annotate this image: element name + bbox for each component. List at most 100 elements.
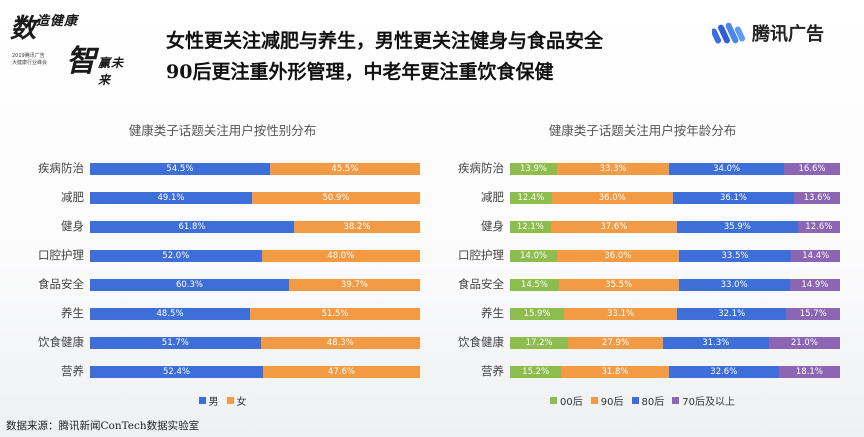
chart-title: 健康类子话题关注用户按性别分布 xyxy=(128,123,317,138)
category-label: 食品安全 xyxy=(38,277,84,291)
bar-segment: 17.2% xyxy=(510,337,569,349)
stacked-bar: 48.5% 51.5% xyxy=(90,308,420,320)
bar-segment: 33.5% xyxy=(678,250,792,262)
stacked-bar: 15.9% 33.1% 32.1% 15.7% xyxy=(510,308,840,320)
bar-segment: 45.5% xyxy=(269,163,420,175)
stacked-bar: 14.5% 35.5% 33.0% 14.9% xyxy=(510,279,840,291)
bar-row: 疾病防治 54.5% 45.5% xyxy=(38,154,420,183)
stacked-bar: 15.2% 31.8% 32.6% 18.1% xyxy=(510,366,840,378)
legend-label: 90后 xyxy=(600,397,624,408)
event-logo: 数 造健康 2019腾讯广告 大健康行业峰会 智 赢未来 xyxy=(8,6,136,87)
bar-row: 口腔护理 14.0% 36.0% 33.5% 14.4% xyxy=(458,241,840,270)
bar-row: 口腔护理 52.0% 48.0% xyxy=(38,241,420,270)
legend-item: 70后及以上 xyxy=(672,393,735,408)
bar-row: 食品安全 14.5% 35.5% 33.0% 14.9% xyxy=(458,270,840,299)
bar-row: 饮食健康 17.2% 27.9% 31.3% 21.0% xyxy=(458,328,840,357)
bar-segment: 27.9% xyxy=(568,337,663,349)
legend-swatch xyxy=(198,397,206,404)
bar-segment: 38.2% xyxy=(293,221,420,233)
bar-segment: 16.6% xyxy=(783,163,840,175)
stacked-bar: 49.1% 50.9% xyxy=(90,192,420,204)
bar-segment: 52.4% xyxy=(90,366,263,378)
legend-item: 00后 xyxy=(550,393,583,408)
legend-item: 90后 xyxy=(590,393,624,408)
bar-segment: 61.8% xyxy=(90,221,294,233)
category-label: 疾病防治 xyxy=(458,161,504,175)
bar-segment: 21.0% xyxy=(768,337,840,349)
stacked-bar: 51.7% 48.3% xyxy=(90,337,420,349)
stacked-bar: 54.5% 45.5% xyxy=(90,163,420,175)
bar-segment: 18.1% xyxy=(778,366,840,378)
bar-segment: 13.6% xyxy=(794,192,840,204)
category-label: 营养 xyxy=(61,364,84,378)
category-label: 食品安全 xyxy=(458,277,504,291)
bar-row: 营养 52.4% 47.6% xyxy=(61,357,420,386)
bar-segment: 13.9% xyxy=(510,163,557,175)
event-logo-subtitle: 2019腾讯广告 xyxy=(12,53,45,59)
legend-swatch xyxy=(590,397,598,404)
legend-swatch xyxy=(631,397,639,404)
bar-segment: 12.6% xyxy=(797,221,840,233)
legend-item: 80后 xyxy=(631,393,665,408)
tencent-ads-logo-icon xyxy=(712,22,746,44)
category-label: 饮食健康 xyxy=(458,335,504,349)
tencent-ads-logo: 腾讯广告 xyxy=(712,16,852,50)
stacked-bar: 52.0% 48.0% xyxy=(90,250,420,262)
category-label: 养生 xyxy=(481,306,504,320)
chart-legend: 00后 90后 80后 70后及以上 xyxy=(440,393,845,408)
stacked-bar: 52.4% 47.6% xyxy=(90,366,420,378)
bar-segment: 12.1% xyxy=(510,221,551,233)
legend-label: 男 xyxy=(208,397,219,408)
stacked-bar: 13.9% 33.3% 34.0% 16.6% xyxy=(510,163,840,175)
bar-segment: 31.8% xyxy=(561,366,669,378)
legend-swatch xyxy=(226,397,234,404)
stacked-bar: 14.0% 36.0% 33.5% 14.4% xyxy=(510,250,840,262)
data-source-note: 数据来源：腾讯新闻ConTech数据实验室 xyxy=(6,420,200,432)
bar-segment: 54.5% xyxy=(90,163,270,175)
bar-segment: 47.6% xyxy=(262,366,420,378)
event-logo-text: 造健康 xyxy=(36,14,79,29)
category-label: 减肥 xyxy=(61,190,84,204)
bar-segment: 14.4% xyxy=(791,250,840,262)
legend-label: 00后 xyxy=(560,397,583,408)
bar-segment: 60.3% xyxy=(90,279,289,291)
event-logo-char: 智 xyxy=(66,44,96,79)
legend-label: 80后 xyxy=(641,397,665,408)
bar-segment: 33.3% xyxy=(556,163,670,175)
bar-segment: 48.3% xyxy=(260,337,420,349)
bar-segment: 14.9% xyxy=(789,279,840,291)
bar-row: 养生 48.5% 51.5% xyxy=(61,299,420,328)
event-logo-text: 赢未来 xyxy=(98,56,125,87)
bar-segment: 15.7% xyxy=(786,308,840,320)
event-logo-subtitle-2: 大健康行业峰会 xyxy=(12,60,48,66)
legend-item: 女 xyxy=(226,393,247,408)
bar-segment: 48.0% xyxy=(261,250,420,262)
bar-segment: 37.6% xyxy=(550,221,677,233)
category-label: 减肥 xyxy=(481,190,504,204)
headline-line-2: 90后更注重外形管理，中老年更注重饮食保健 xyxy=(166,61,554,83)
bar-segment: 39.7% xyxy=(288,279,420,291)
category-label: 健身 xyxy=(61,219,84,233)
bar-row: 健身 12.1% 37.6% 35.9% 12.6% xyxy=(481,212,840,241)
bar-segment: 35.9% xyxy=(677,221,798,233)
chart-plot: 疾病防治 13.9% 33.3% 34.0% 16.6% 减肥 12.4% 36.0% 36.1… xyxy=(458,154,840,386)
category-label: 健身 xyxy=(481,219,504,233)
bar-row: 减肥 49.1% 50.9% xyxy=(61,183,420,212)
age-distribution-chart: 健康类子话题关注用户按年龄分布 疾病防治 13.9% 33.3% 34.0% 16.6%… xyxy=(440,112,845,412)
legend-label: 女 xyxy=(236,397,247,408)
bar-segment: 51.5% xyxy=(250,308,420,320)
stacked-bar: 12.4% 36.0% 36.1% 13.6% xyxy=(510,192,840,204)
bar-segment: 52.0% xyxy=(90,250,262,262)
legend-swatch xyxy=(550,397,558,404)
event-logo-char: 数 xyxy=(10,14,37,44)
category-label: 养生 xyxy=(61,306,84,320)
stacked-bar: 60.3% 39.7% xyxy=(90,279,420,291)
category-label: 口腔护理 xyxy=(458,248,504,262)
chart-legend: 男女 xyxy=(20,393,425,408)
stacked-bar: 12.1% 37.6% 35.9% 12.6% xyxy=(510,221,840,233)
bar-segment: 50.9% xyxy=(252,192,420,204)
bar-segment: 36.0% xyxy=(551,192,673,204)
bar-segment: 35.5% xyxy=(558,279,679,291)
bar-segment: 33.1% xyxy=(564,308,678,320)
bar-segment: 15.2% xyxy=(510,366,562,378)
